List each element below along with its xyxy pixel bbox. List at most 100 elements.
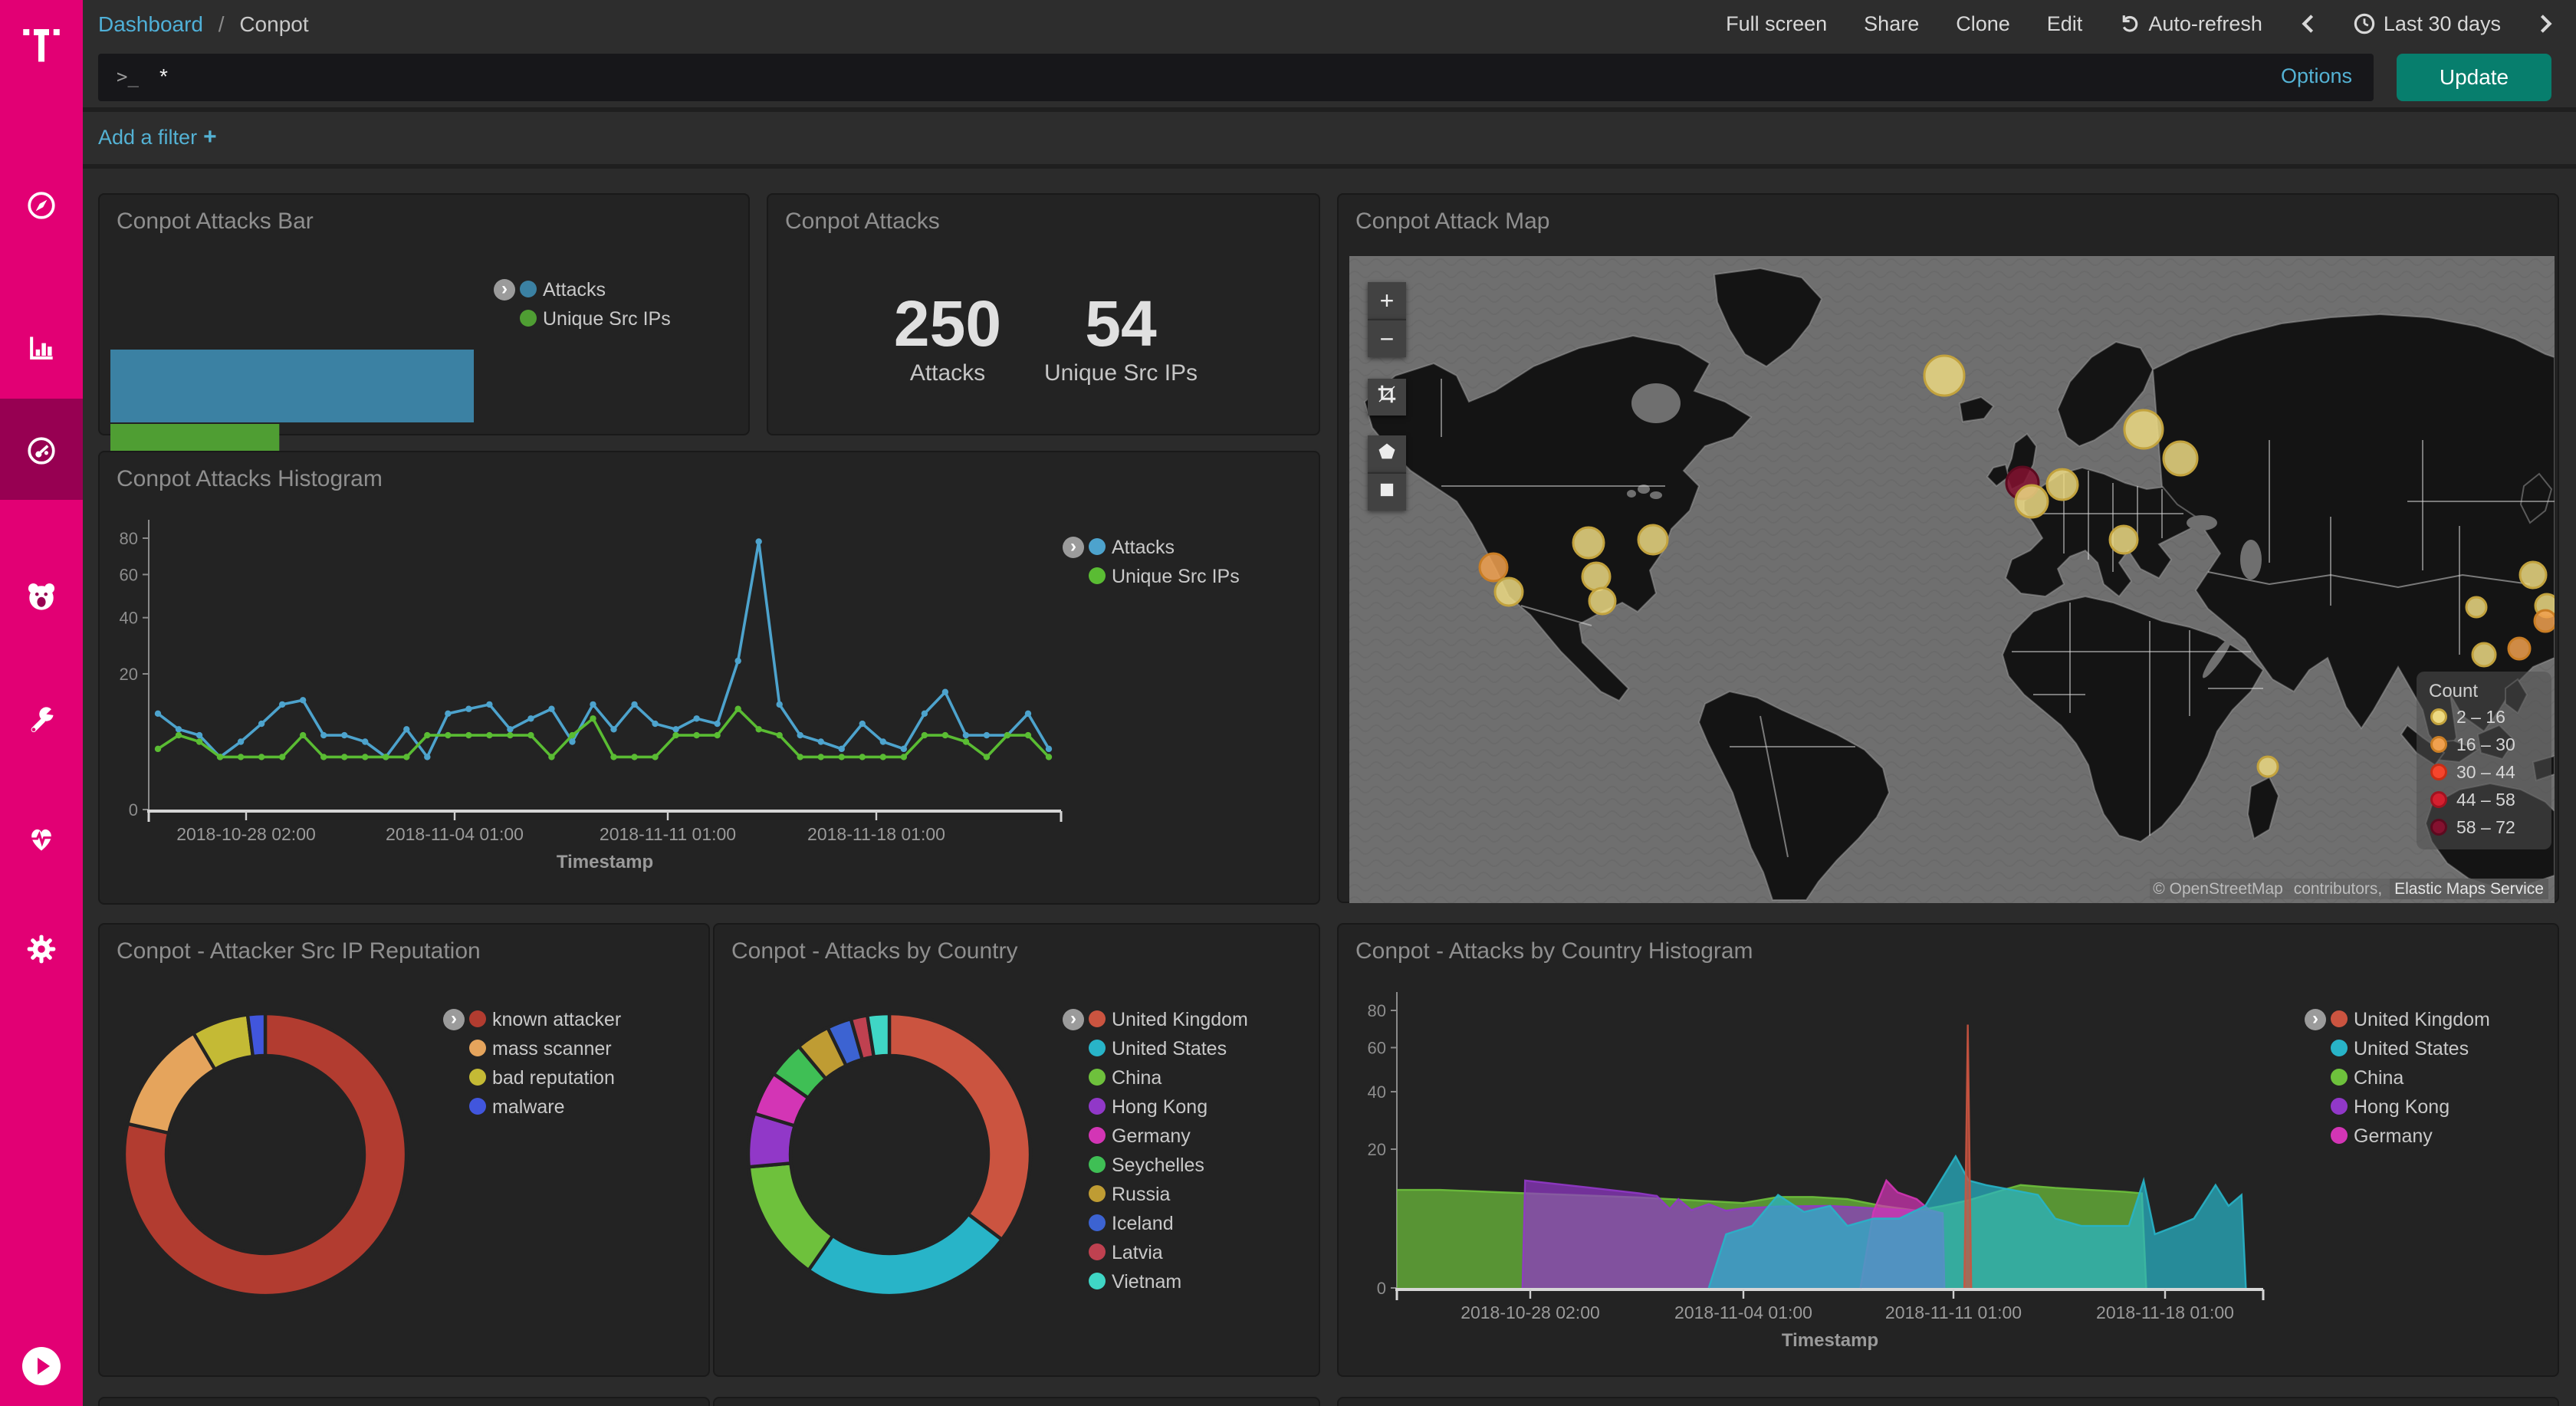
legend-item[interactable]: Russia xyxy=(1112,1184,1171,1205)
search-input[interactable]: >_ * Options xyxy=(98,54,2374,101)
map-bubble xyxy=(2507,636,2532,661)
legend-item[interactable]: malware xyxy=(492,1096,565,1118)
edit-button[interactable]: Edit xyxy=(2046,11,2083,35)
breadcrumb-separator: / xyxy=(218,12,225,36)
crop-icon xyxy=(1378,385,1396,403)
time-forward-button[interactable] xyxy=(2538,12,2555,35)
legend-item[interactable]: Unique Src IPs xyxy=(543,308,671,330)
map-legend-dot xyxy=(2430,791,2447,808)
query-options-link[interactable]: Options xyxy=(2280,64,2352,87)
wrench-icon xyxy=(31,704,57,733)
panel-attacks-histogram: Conpot Attacks Histogram 0 20 40 60 80 2018-1… xyxy=(98,451,1320,905)
legend-dot xyxy=(1089,1010,1106,1027)
map-draw-rectangle-button[interactable] xyxy=(1368,472,1406,511)
query-value: * xyxy=(159,64,168,88)
time-back-button[interactable] xyxy=(2299,12,2316,35)
legend-item[interactable]: China xyxy=(2354,1067,2404,1089)
legend-item[interactable]: Germany xyxy=(1112,1125,1191,1147)
sidebar-item-dev-tools[interactable] xyxy=(0,699,83,739)
panel-title: Conpot Attacks Bar xyxy=(117,209,314,234)
sidebar-item-management[interactable] xyxy=(0,929,83,969)
clone-button[interactable]: Clone xyxy=(1956,11,2010,35)
map-draw-polygon-button[interactable] xyxy=(1368,435,1406,472)
donut-slice[interactable] xyxy=(122,1011,409,1298)
legend-dot xyxy=(520,310,537,327)
map-bubble xyxy=(2256,755,2279,778)
sidebar-item-dashboard[interactable] xyxy=(0,431,83,471)
share-button[interactable]: Share xyxy=(1864,11,1920,35)
svg-text:60: 60 xyxy=(120,565,138,584)
legend-item[interactable]: Attacks xyxy=(1112,537,1175,558)
map-fit-crop-button[interactable] xyxy=(1368,379,1406,416)
breadcrumb-dashboard-link[interactable]: Dashboard xyxy=(98,12,203,36)
donut-slice[interactable] xyxy=(747,1161,836,1273)
map-bubble xyxy=(1478,552,1509,583)
legend-item[interactable]: United States xyxy=(1112,1038,1227,1059)
map-bubble xyxy=(2471,642,2497,668)
sidebar-item-timelion[interactable] xyxy=(0,577,83,616)
auto-refresh-button[interactable]: Auto-refresh xyxy=(2119,12,2262,36)
query-prompt-icon: >_ xyxy=(117,66,139,87)
legend-item[interactable]: United Kingdom xyxy=(1112,1009,1248,1030)
legend-dot xyxy=(1089,1127,1106,1144)
donut-slice[interactable] xyxy=(245,1011,268,1059)
legend-item[interactable]: China xyxy=(1112,1067,1162,1089)
panel-title: Conpot - Attacks by Country Histogram xyxy=(1355,938,1753,964)
legend-item[interactable]: Germany xyxy=(2354,1125,2433,1147)
legend-expand-icon[interactable]: › xyxy=(1063,537,1084,558)
panel-title: Conpot Attack Map xyxy=(1355,209,1550,234)
update-button[interactable]: Update xyxy=(2397,54,2551,101)
sidebar-item-discover[interactable] xyxy=(0,186,83,225)
legend-expand-icon[interactable]: › xyxy=(443,1009,465,1030)
sidebar-item-visualize[interactable] xyxy=(0,328,83,368)
legend-item[interactable]: Latvia xyxy=(1112,1242,1163,1263)
legend-item[interactable]: Hong Kong xyxy=(2354,1096,2450,1118)
top-nav-menu: Full screen Share Clone Edit Auto-refres… xyxy=(1726,0,2555,48)
legend-item[interactable]: United States xyxy=(2354,1038,2469,1059)
map-bubble xyxy=(2014,484,2049,519)
map-legend-label: 44 – 58 xyxy=(2456,790,2515,810)
map-zoom-in-button[interactable]: + xyxy=(1368,282,1406,319)
legend-expand-icon[interactable]: › xyxy=(2305,1009,2326,1030)
legend-item[interactable]: mass scanner xyxy=(492,1038,612,1059)
donut-slice[interactable] xyxy=(887,1011,1033,1243)
map-zoom-out-button[interactable]: − xyxy=(1368,319,1406,357)
refresh-icon xyxy=(2123,15,2138,32)
legend-dot xyxy=(1089,1069,1106,1086)
legend-expand-icon[interactable]: › xyxy=(494,279,515,301)
map-bubble xyxy=(1581,561,1612,592)
chevron-right-icon xyxy=(2540,15,2552,33)
metric-label: Attacks xyxy=(909,360,986,386)
rectangle-icon xyxy=(1380,483,1394,497)
legend-item[interactable]: bad reputation xyxy=(492,1067,615,1089)
map-bubble xyxy=(1493,577,1524,607)
legend-dot xyxy=(1089,538,1106,555)
telekom-logo[interactable] xyxy=(0,9,83,80)
legend-item[interactable]: Iceland xyxy=(1112,1213,1174,1234)
legend-item[interactable]: Unique Src IPs xyxy=(1112,566,1240,587)
legend-item[interactable]: known attacker xyxy=(492,1009,622,1030)
donut-slice[interactable] xyxy=(865,1011,892,1059)
sidebar-collapse-button[interactable] xyxy=(21,1346,61,1386)
svg-text:80: 80 xyxy=(120,529,138,548)
legend-item[interactable]: United Kingdom xyxy=(2354,1009,2490,1030)
legend-expand-icon[interactable]: › xyxy=(1063,1009,1084,1030)
legend-item[interactable]: Attacks xyxy=(543,279,606,301)
legend-item[interactable]: Seychelles xyxy=(1112,1155,1204,1176)
panel-next-row-sliver xyxy=(713,1397,1320,1406)
sidebar-item-monitoring[interactable] xyxy=(0,819,83,859)
legend-item[interactable]: Vietnam xyxy=(1112,1271,1182,1293)
time-picker-button[interactable]: Last 30 days xyxy=(2353,12,2501,36)
add-filter-button[interactable]: Add a filter + xyxy=(98,124,217,149)
svg-text:2018-11-04 01:00: 2018-11-04 01:00 xyxy=(1674,1303,1812,1322)
full-screen-button[interactable]: Full screen xyxy=(1726,11,1828,35)
legend-dot xyxy=(1089,1156,1106,1173)
legend-item[interactable]: Hong Kong xyxy=(1112,1096,1208,1118)
legend-dot xyxy=(2331,1010,2348,1027)
panel-title: Conpot - Attacks by Country xyxy=(731,938,1018,964)
world-map[interactable]: + − Count 2 – 16 16 – 30 30 – 44 44 – 58 58 – 7… xyxy=(1349,256,2555,903)
breadcrumb-current: Conpot xyxy=(239,12,309,36)
panel-attacks-metric: Conpot Attacks 250 Attacks 54 Unique Src IP… xyxy=(767,193,1320,435)
donut-slice[interactable] xyxy=(806,1211,1004,1298)
map-bubble xyxy=(2123,409,2164,450)
